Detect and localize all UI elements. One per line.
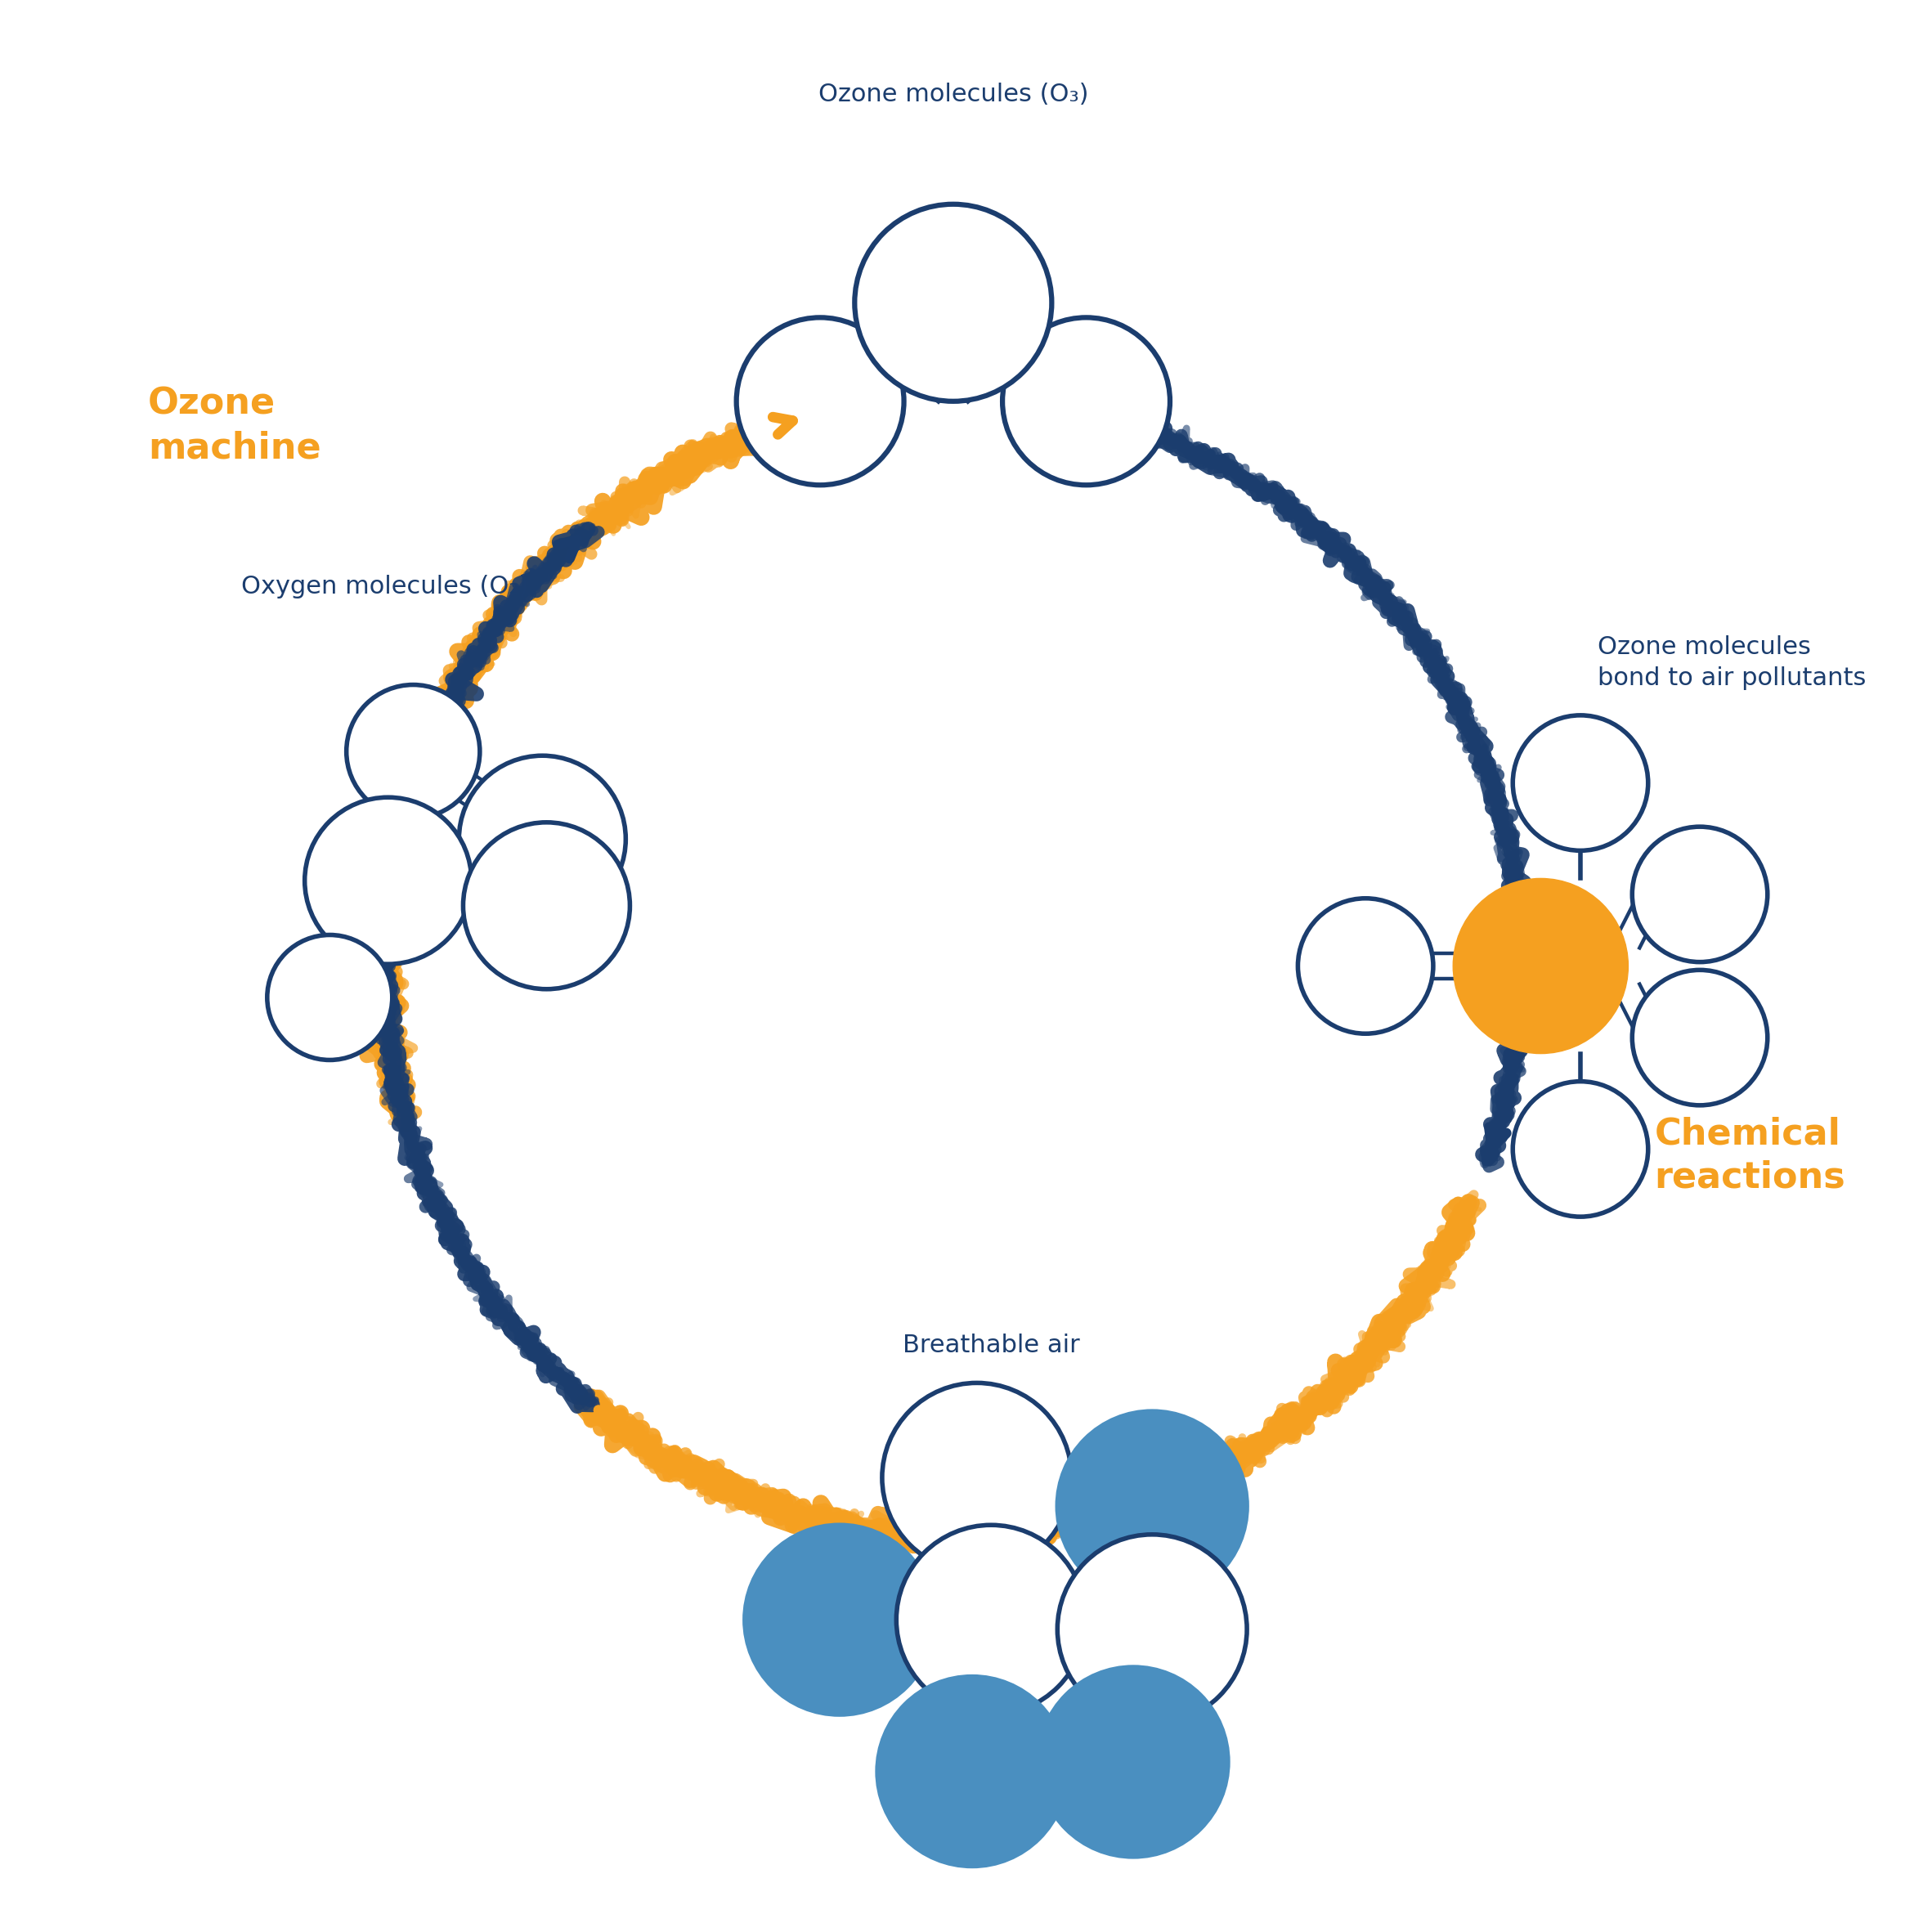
Circle shape <box>877 1677 1066 1866</box>
Circle shape <box>1633 970 1768 1105</box>
Text: Ozone molecules
bond to air pollutants: Ozone molecules bond to air pollutants <box>1598 636 1866 690</box>
Circle shape <box>1453 879 1629 1053</box>
Circle shape <box>1513 715 1648 850</box>
Text: Chemical
reactions: Chemical reactions <box>1654 1117 1845 1194</box>
Circle shape <box>854 205 1051 402</box>
Circle shape <box>1513 1082 1648 1217</box>
Circle shape <box>1633 827 1768 962</box>
Circle shape <box>460 755 626 922</box>
Circle shape <box>464 823 630 989</box>
Text: Breathable air: Breathable air <box>902 1333 1080 1356</box>
Text: Ozone molecules (O₃): Ozone molecules (O₃) <box>817 83 1088 106</box>
Circle shape <box>736 317 904 485</box>
Circle shape <box>744 1524 935 1714</box>
Circle shape <box>305 798 471 964</box>
Circle shape <box>1057 1534 1246 1723</box>
Text: Ozone
machine: Ozone machine <box>149 386 321 466</box>
Circle shape <box>883 1383 1072 1573</box>
Circle shape <box>1057 1412 1246 1602</box>
Circle shape <box>267 935 392 1061</box>
Circle shape <box>1039 1667 1229 1857</box>
Circle shape <box>1298 898 1434 1034</box>
Text: Oxygen molecules (O₂): Oxygen molecules (O₂) <box>242 576 527 599</box>
Circle shape <box>896 1524 1086 1714</box>
Circle shape <box>1003 317 1171 485</box>
Circle shape <box>346 684 479 817</box>
